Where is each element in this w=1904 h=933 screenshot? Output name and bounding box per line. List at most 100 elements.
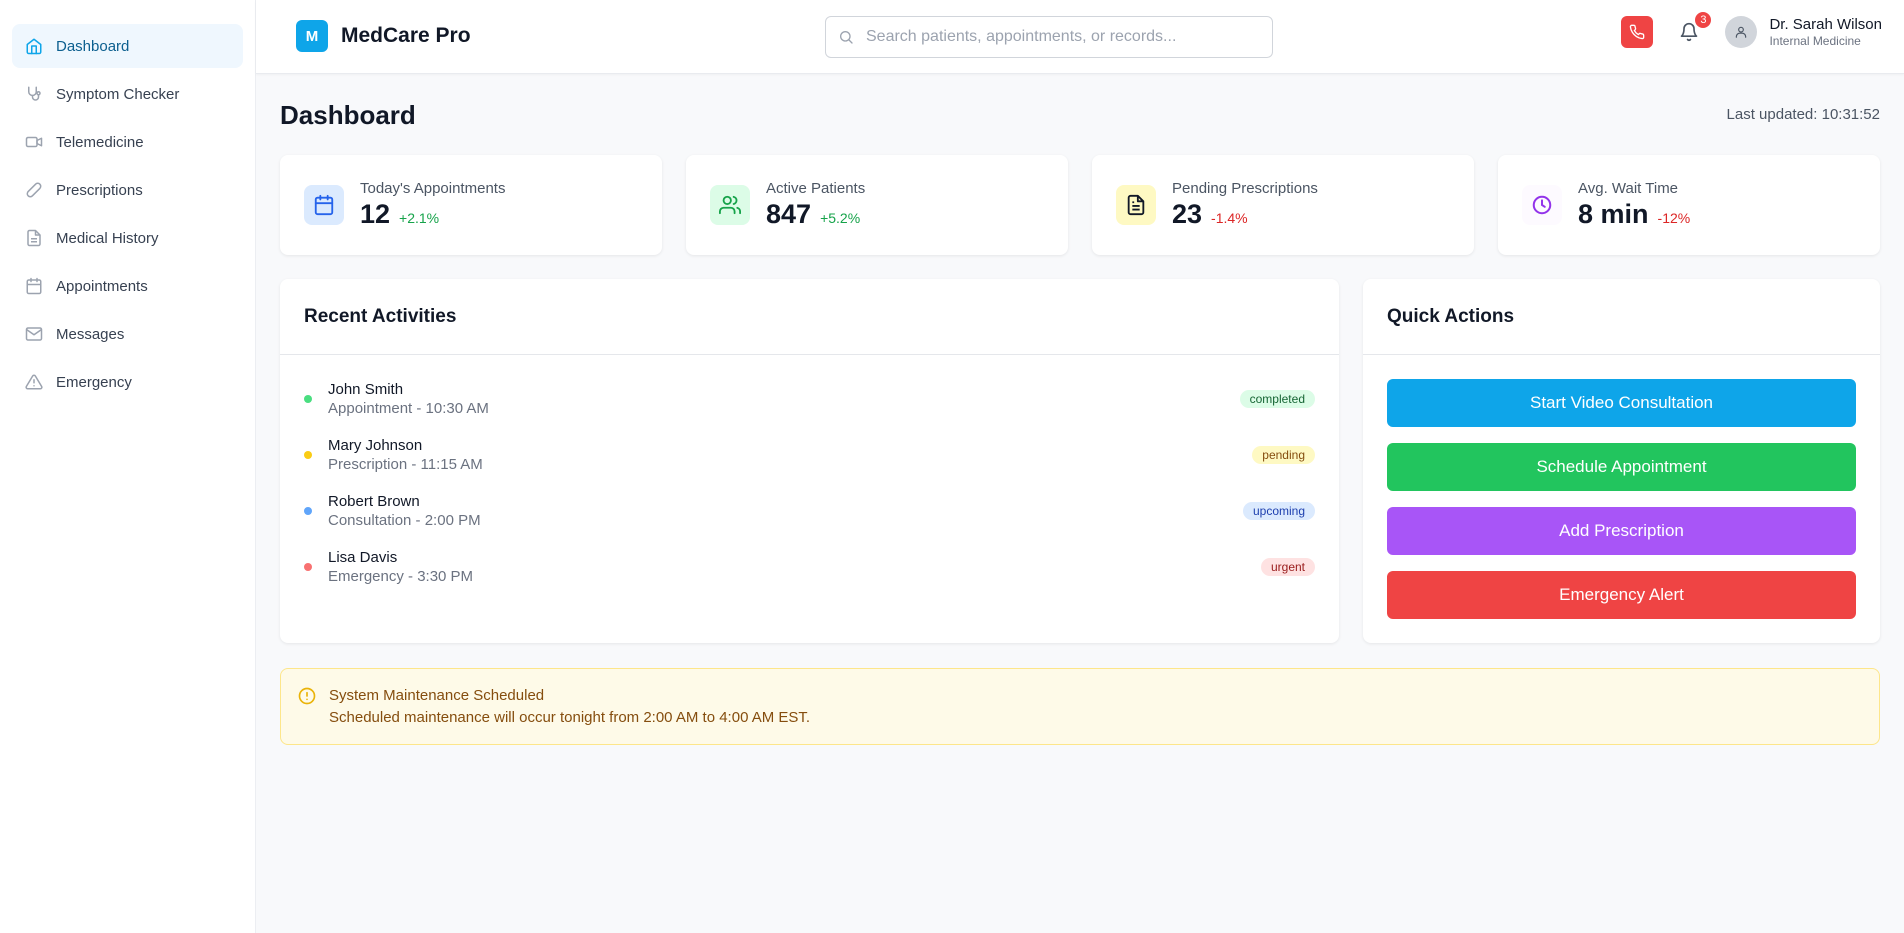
status-badge: completed xyxy=(1239,390,1315,408)
sidebar-item-label: Medical History xyxy=(56,229,159,247)
sidebar-item-symptom-checker[interactable]: Symptom Checker xyxy=(12,72,243,116)
alert-title: System Maintenance Scheduled xyxy=(329,687,545,704)
sidebar-item-label: Dashboard xyxy=(56,37,130,55)
calendar-icon xyxy=(304,185,344,225)
sidebar-item-label: Telemedicine xyxy=(56,133,144,151)
sidebar-item-dashboard[interactable]: Dashboard xyxy=(12,24,243,68)
list-item[interactable]: Mary Johnson Prescription - 11:15 AM pend… xyxy=(304,435,1315,475)
pill-icon xyxy=(24,180,44,200)
add-prescription-button[interactable]: Add Prescription xyxy=(1387,507,1856,555)
sidebar-item-label: Messages xyxy=(56,325,125,343)
sidebar: Dashboard Symptom Checker Telemedicine P… xyxy=(0,0,256,933)
search-input[interactable] xyxy=(866,28,1246,46)
sidebar-item-emergency[interactable]: Emergency xyxy=(12,360,243,404)
sidebar-item-telemedicine[interactable]: Telemedicine xyxy=(12,120,243,164)
alert-triangle-icon xyxy=(24,372,44,392)
status-dot xyxy=(304,451,312,459)
stat-label: Avg. Wait Time xyxy=(1578,180,1679,197)
phone-icon xyxy=(1630,24,1645,40)
page-title: Dashboard xyxy=(280,100,416,130)
list-item[interactable]: John Smith Appointment - 10:30 AM complet… xyxy=(304,379,1315,419)
clock-icon xyxy=(1522,185,1562,225)
header-actions: 3 Dr. Sarah Wilson Internal Medicine xyxy=(1621,12,1882,49)
stat-value: 12 xyxy=(360,199,391,229)
home-icon xyxy=(24,36,44,56)
stat-change: -12% xyxy=(1657,210,1691,226)
status-badge: pending xyxy=(1252,446,1315,464)
last-updated: Last updated: 10:31:52 xyxy=(1726,106,1880,123)
sidebar-item-messages[interactable]: Messages xyxy=(12,312,243,356)
activity-desc: Prescription - 11:15 AM xyxy=(328,456,483,473)
schedule-appointment-button[interactable]: Schedule Appointment xyxy=(1387,443,1856,491)
stat-card-pending-prescriptions: Pending Prescriptions 23 -1.4% xyxy=(1092,155,1474,255)
maintenance-alert: System Maintenance Scheduled Scheduled m… xyxy=(280,668,1880,745)
stats-row: Today's Appointments 12 +2.1% Active Pati… xyxy=(280,155,1880,255)
card-title: Recent Activities xyxy=(280,279,1339,355)
alert-message: Scheduled maintenance will occur tonight… xyxy=(329,708,811,726)
activity-desc: Emergency - 3:30 PM xyxy=(328,568,474,585)
patient-name: Mary Johnson xyxy=(328,436,423,454)
stat-card-appointments: Today's Appointments 12 +2.1% xyxy=(280,155,662,255)
quick-actions-card: Quick Actions Start Video Consultation S… xyxy=(1363,279,1880,643)
search-icon xyxy=(840,31,853,44)
sidebar-item-prescriptions[interactable]: Prescriptions xyxy=(12,168,243,212)
brand-logo: M xyxy=(296,20,328,52)
list-item[interactable]: Robert Brown Consultation - 2:00 PM upcom… xyxy=(304,491,1315,531)
video-icon xyxy=(24,132,44,152)
stat-change: +2.1% xyxy=(399,210,440,226)
app-name: MedCare Pro xyxy=(341,24,471,47)
stat-change: +5.2% xyxy=(820,210,861,226)
activity-desc: Appointment - 10:30 AM xyxy=(328,400,489,417)
notifications-button[interactable]: 3 xyxy=(1677,12,1712,44)
card-title: Quick Actions xyxy=(1363,279,1880,355)
stat-card-active-patients: Active Patients 847 +5.2% xyxy=(686,155,1068,255)
emergency-alert-button[interactable]: Emergency Alert xyxy=(1387,571,1856,619)
status-dot xyxy=(304,563,312,571)
sidebar-item-label: Emergency xyxy=(56,373,132,391)
user-icon xyxy=(1736,26,1747,39)
stat-label: Pending Prescriptions xyxy=(1172,180,1318,197)
list-item[interactable]: Lisa Davis Emergency - 3:30 PM urgent xyxy=(304,547,1315,587)
stat-value: 23 xyxy=(1172,199,1203,229)
stat-label: Active Patients xyxy=(766,180,866,197)
patient-name: John Smith xyxy=(328,380,404,398)
brand[interactable]: M MedCare Pro xyxy=(296,20,471,52)
user-name: Dr. Sarah Wilson xyxy=(1769,16,1882,33)
stethoscope-icon xyxy=(24,84,44,104)
status-dot xyxy=(304,507,312,515)
info-circle-icon xyxy=(297,686,317,706)
status-dot xyxy=(304,395,312,403)
status-badge: urgent xyxy=(1260,558,1315,576)
sidebar-item-label: Symptom Checker xyxy=(56,85,180,103)
top-header: M MedCare Pro 3 Dr. Sarah Wilson Interna… xyxy=(256,0,1904,74)
emergency-call-button[interactable] xyxy=(1621,16,1654,49)
search-box xyxy=(825,16,1273,58)
stat-value: 847 xyxy=(766,199,812,229)
sidebar-item-label: Appointments xyxy=(56,277,148,295)
activity-desc: Consultation - 2:00 PM xyxy=(328,512,481,529)
avatar[interactable] xyxy=(1725,16,1758,49)
sidebar-item-label: Prescriptions xyxy=(56,181,143,199)
stat-change: -1.4% xyxy=(1211,210,1248,226)
stat-label: Today's Appointments xyxy=(360,180,506,197)
document-icon xyxy=(1116,185,1156,225)
start-video-consultation-button[interactable]: Start Video Consultation xyxy=(1387,379,1856,427)
users-icon xyxy=(710,185,750,225)
stat-card-wait-time: Avg. Wait Time 8 min -12% xyxy=(1498,155,1880,255)
bell-icon xyxy=(1681,23,1698,42)
sidebar-item-medical-history[interactable]: Medical History xyxy=(12,216,243,260)
patient-name: Lisa Davis xyxy=(328,548,398,566)
quick-actions-list: Start Video Consultation Schedule Appoin… xyxy=(1363,355,1880,619)
status-badge: upcoming xyxy=(1242,502,1315,520)
activity-list: John Smith Appointment - 10:30 AM complet… xyxy=(280,355,1339,587)
sidebar-item-appointments[interactable]: Appointments xyxy=(12,264,243,308)
calendar-icon xyxy=(24,276,44,296)
stat-value: 8 min xyxy=(1578,199,1649,229)
mail-icon xyxy=(24,324,44,344)
recent-activities-card: Recent Activities John Smith Appointment … xyxy=(280,279,1339,643)
patient-name: Robert Brown xyxy=(328,492,420,510)
user-info[interactable]: Dr. Sarah Wilson Internal Medicine xyxy=(1769,16,1882,48)
user-role: Internal Medicine xyxy=(1769,34,1861,48)
notification-badge: 3 xyxy=(1695,12,1712,29)
file-text-icon xyxy=(24,228,44,248)
